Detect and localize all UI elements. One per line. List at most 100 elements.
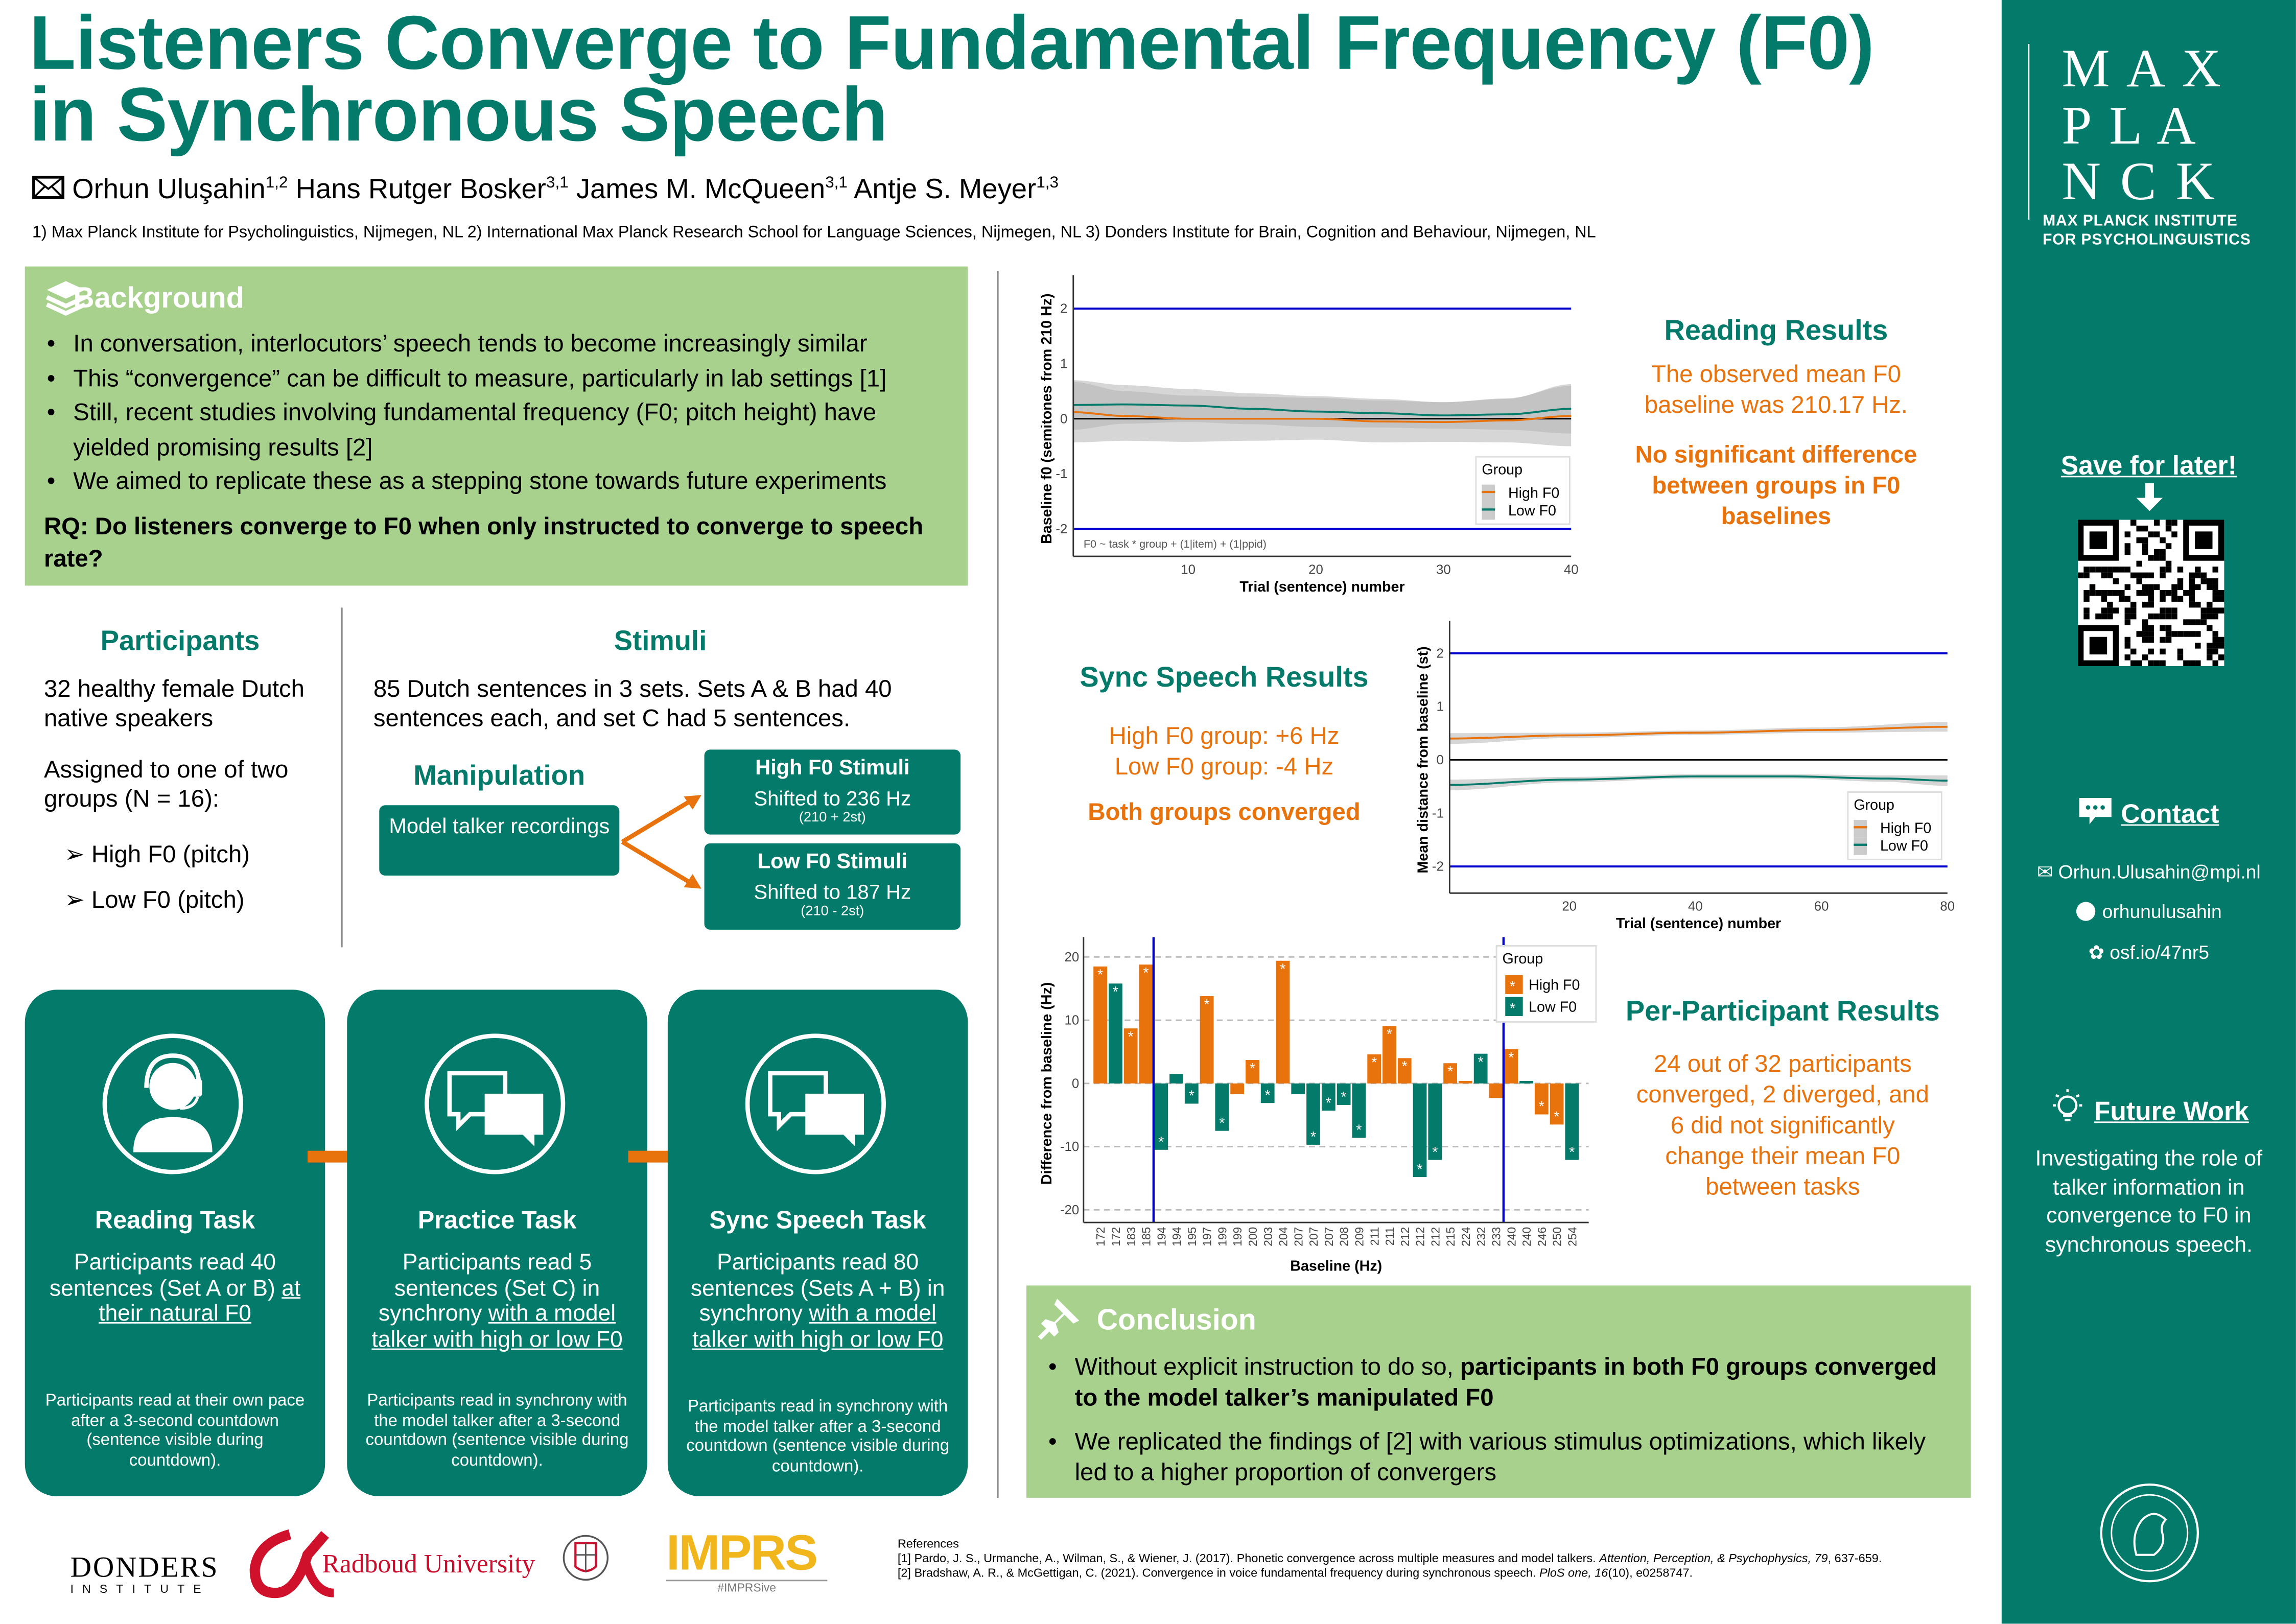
contact-github[interactable]: orhunulusahin [2002, 901, 2296, 923]
x-tick-label: 194 [1170, 1227, 1183, 1246]
x-axis-title: Trial (sentence) number [1239, 579, 1404, 595]
reference-1: [1] Pardo, J. S., Urmanche, A., Wilman, … [897, 1551, 1882, 1565]
qr-module [2160, 625, 2166, 631]
qr-module [2165, 567, 2172, 573]
x-tick-label: 20 [1562, 900, 1577, 914]
qr-module [2165, 590, 2172, 596]
x-tick-label: 200 [1246, 1227, 1259, 1246]
qr-module [2212, 660, 2218, 667]
reading-results: Reading Results The observed mean F0 bas… [1608, 315, 1944, 533]
column-divider [997, 271, 999, 1498]
x-tick-label: 211 [1368, 1227, 1381, 1246]
background-bullet: We aimed to replicate these as a steppin… [41, 465, 956, 500]
bar [1154, 1083, 1168, 1150]
x-tick-label: 215 [1444, 1227, 1457, 1246]
qr-module [2142, 537, 2148, 544]
qr-module [2160, 637, 2166, 643]
x-tick-label: 224 [1459, 1227, 1472, 1246]
bar [1108, 983, 1122, 1084]
stimuli-description: 85 Dutch sentences in 3 sets. Sets A & B… [373, 676, 892, 732]
sidebar: M A X P L A N C K MAX PLANCK INSTITUTE F… [2001, 0, 2296, 1624]
qr-module [2148, 601, 2154, 608]
qr-module [2083, 590, 2090, 596]
contact-osf[interactable]: ✿ osf.io/47nr5 [2088, 941, 2209, 963]
qr-module [2212, 631, 2218, 637]
qr-module [2218, 637, 2224, 643]
background-bullet: This “convergence” can be difficult to m… [41, 362, 956, 396]
x-tick-label: 211 [1383, 1227, 1396, 1246]
x-tick-label: 195 [1185, 1227, 1199, 1246]
significance-marker: * [1310, 1129, 1316, 1145]
qr-module [2148, 625, 2154, 631]
qr-module [2148, 531, 2154, 537]
legend-band [1854, 819, 1867, 838]
qr-module [2095, 613, 2101, 620]
qr-module [2212, 584, 2218, 590]
qr-module [2212, 567, 2218, 573]
qr-module [2136, 660, 2142, 667]
qr-module [2148, 613, 2154, 620]
qr-module [2124, 643, 2131, 649]
contact-email[interactable]: ✉ Orhun.Ulusahin@mpi.nl [2037, 861, 2261, 883]
qr-finder-center [2089, 531, 2107, 549]
x-tick-label: 183 [1124, 1227, 1138, 1246]
qr-module [2212, 590, 2218, 596]
qr-code[interactable] [2077, 520, 2224, 667]
y-axis-title: Baseline f0 (semitones from 210 Hz) [1039, 293, 1055, 544]
significance-marker: * [1417, 1161, 1422, 1178]
y-tick-label: 1 [1437, 700, 1444, 714]
qr-module [2113, 578, 2119, 584]
bar [1306, 1083, 1320, 1145]
qr-module [2160, 607, 2166, 614]
qr-module [2124, 619, 2131, 625]
speech-bubbles-icon [745, 1033, 886, 1174]
participants-title: Participants [100, 626, 260, 657]
task-description: Participants read 5 sentences (Set C) in… [371, 1250, 623, 1352]
qr-module [2195, 660, 2201, 667]
y-tick-label: 1 [1060, 357, 1067, 371]
qr-module [2148, 660, 2154, 667]
x-tick-label: 254 [1565, 1227, 1579, 1246]
qr-module [2207, 607, 2213, 614]
arrow-down-icon [2136, 483, 2163, 511]
qr-module [2142, 572, 2148, 579]
x-tick-label: 208 [1338, 1227, 1351, 1246]
donders-logo: DONDERS INSTITUTE [71, 1529, 335, 1598]
low-stimuli-title: Low F0 Stimuli [757, 851, 907, 875]
github-icon [2076, 902, 2095, 921]
qr-module [2177, 648, 2184, 655]
radboud-logo: Radboud University [322, 1549, 535, 1579]
y-tick-label: 10 [1065, 1014, 1080, 1028]
qr-module [2189, 578, 2195, 584]
author-name: Orhun Uluşahin [72, 174, 266, 206]
qr-module [2160, 648, 2166, 655]
bar [1321, 1083, 1336, 1111]
significance-marker: * [1219, 1115, 1225, 1132]
y-tick-label: 20 [1065, 950, 1080, 964]
qr-module [2171, 531, 2177, 537]
x-tick-label: 20 [1308, 562, 1323, 577]
x-tick-label: 207 [1322, 1227, 1336, 1246]
bar [1397, 1058, 1412, 1084]
model-formula-annotation: F0 ~ task * group + (1|item) + (1|ppid) [1084, 538, 1267, 550]
qr-module [2160, 613, 2166, 620]
legend-label: High F0 [1529, 977, 1580, 993]
significance-marker: * [1204, 997, 1209, 1013]
poster-title: Listeners Converge to Fundamental Freque… [29, 1, 1875, 158]
qr-module [2212, 648, 2218, 655]
qr-module [2218, 654, 2224, 661]
significance-marker: * [1447, 1064, 1453, 1080]
qr-module [2113, 590, 2119, 596]
qr-module [2101, 607, 2107, 614]
sync-speech-chart: -2 -1 0 1 2 20 40 60 80 Trial (sentence) number Me… [1415, 621, 1955, 932]
qr-module [2189, 631, 2195, 637]
significance-marker: * [1478, 1054, 1484, 1070]
qr-module [2183, 590, 2189, 596]
author-name: Antje S. Meyer [854, 174, 1037, 206]
qr-module [2218, 590, 2224, 596]
significance-marker: * [1113, 984, 1118, 1000]
x-tick-label: 209 [1352, 1227, 1366, 1246]
author-line: Orhun Uluşahin1,2 Hans Rutger Bosker3,1 … [32, 174, 1059, 207]
qr-module [2189, 601, 2195, 608]
group-item-low: ➢ Low F0 (pitch) [64, 887, 245, 914]
